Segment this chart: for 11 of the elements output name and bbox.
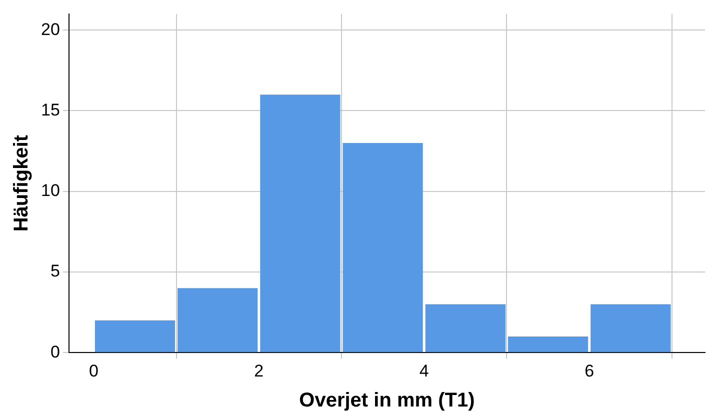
x-tick-label: 2 — [254, 361, 264, 380]
x-axis-title: Overjet in mm (T1) — [299, 390, 475, 412]
y-tick-label: 5 — [50, 262, 60, 281]
x-tick-label: 6 — [584, 361, 594, 380]
y-tick-label: 0 — [50, 342, 60, 362]
y-tick-label: 10 — [40, 181, 60, 200]
x-tick-label: 4 — [419, 361, 429, 380]
y-tick-label: 15 — [40, 100, 60, 120]
x-tick-label: 0 — [88, 361, 98, 380]
y-axis-title: Häufigkeit — [10, 134, 33, 232]
y-tick-label: 20 — [40, 20, 60, 39]
